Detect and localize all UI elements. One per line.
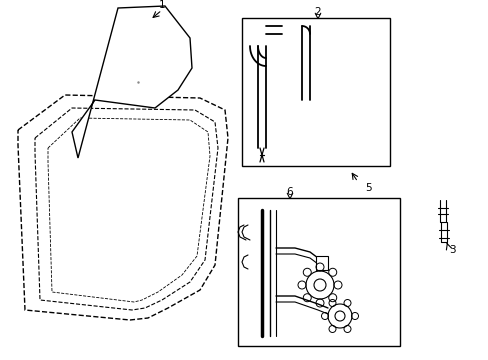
Bar <box>238 198 399 346</box>
Polygon shape <box>72 6 192 158</box>
Text: 3: 3 <box>448 245 454 255</box>
Bar <box>242 18 389 166</box>
Text: 6: 6 <box>286 187 293 197</box>
Text: 2: 2 <box>314 7 321 17</box>
Text: 4: 4 <box>276 63 283 73</box>
Text: 7: 7 <box>334 243 341 253</box>
Text: 5: 5 <box>364 183 370 193</box>
Text: 8: 8 <box>240 253 247 263</box>
Bar <box>315 256 327 270</box>
Text: 1: 1 <box>159 0 165 10</box>
